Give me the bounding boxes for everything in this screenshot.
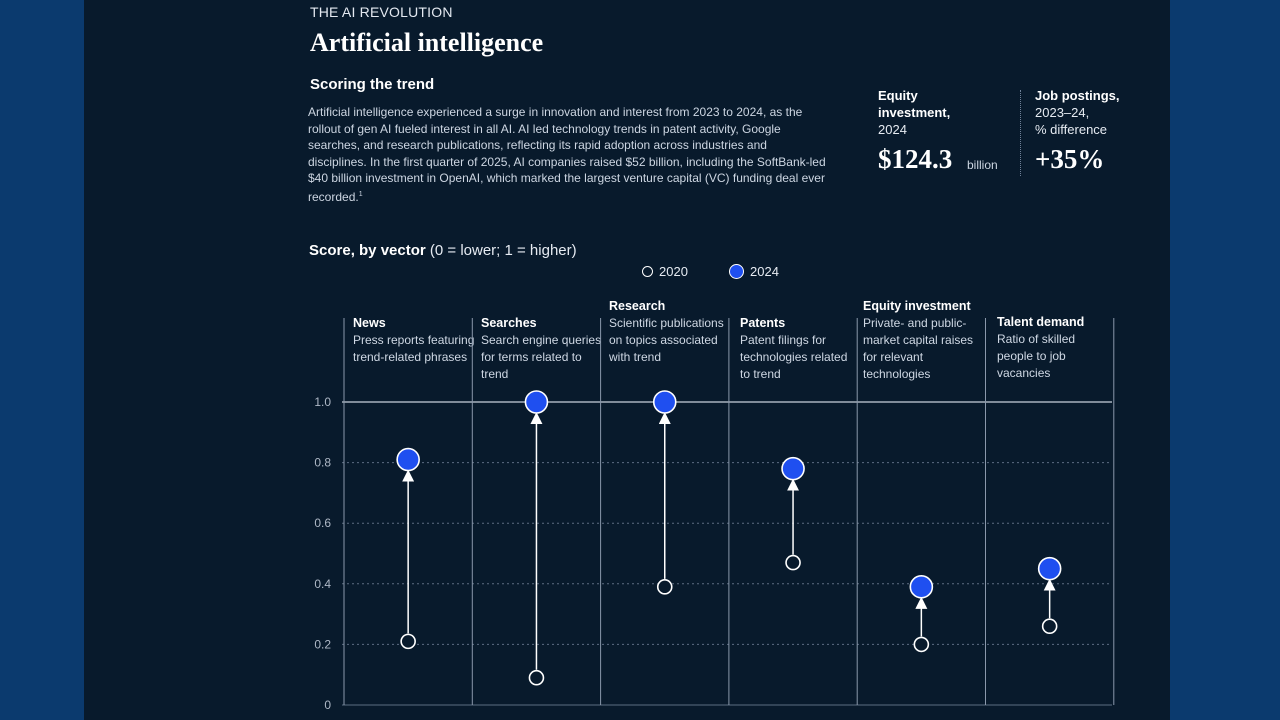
stat-divider (1020, 90, 1021, 176)
section-eyebrow: THE AI REVOLUTION (310, 4, 453, 20)
category-desc: Patent filings for technologies related … (740, 333, 848, 381)
body-paragraph: Artificial intelligence experienced a su… (308, 104, 828, 205)
y-tick-label: 1.0 (314, 395, 331, 409)
equity-stat-value: $124.3 (878, 144, 953, 174)
chart-title-scale: (0 = lower; 1 = higher) (425, 242, 577, 259)
point-2024 (1037, 556, 1062, 581)
category-header-talent: Talent demand Ratio of skilled people to … (997, 314, 1109, 382)
category-name: Equity investment (863, 299, 971, 313)
chart-title: Score, by vector (0 = lower; 1 = higher) (309, 242, 577, 259)
category-header-patents: Patents Patent filings for technologies r… (740, 315, 850, 383)
legend-2020-marker (642, 266, 653, 277)
category-header-equity: Equity investment Private- and public-mar… (863, 298, 981, 383)
category-name: Research (609, 299, 666, 313)
category-desc: Private- and public-market capital raise… (863, 316, 974, 381)
legend-2024: 2024 (729, 264, 779, 279)
category-desc: Scientific publications on topics associ… (609, 316, 724, 364)
category-name: News (353, 316, 386, 330)
equity-stat-label: Equity investment, 2024 (878, 87, 978, 138)
category-name: Searches (481, 316, 537, 330)
legend-2024-marker (729, 264, 744, 279)
legend-2020-label: 2020 (659, 264, 688, 279)
category-header-research: Research Scientific publications on topic… (609, 298, 724, 366)
footnote-marker: 1 (358, 190, 363, 198)
jobs-stat-label-bold: Job postings, (1035, 88, 1120, 103)
equity-stat-label-bold: Equity investment, (878, 88, 951, 120)
point-2024 (524, 390, 549, 414)
point-2024 (781, 456, 805, 481)
category-desc: Ratio of skilled people to job vacancies (997, 332, 1076, 380)
article-panel (84, 0, 1170, 720)
point-2020 (785, 554, 801, 571)
point-2020 (656, 579, 673, 595)
y-tick-label: 0.2 (314, 637, 331, 651)
category-header-searches: Searches Search engine queries for terms … (481, 315, 606, 383)
category-header-news: News Press reports featuring trend-relate… (353, 315, 478, 366)
category-desc: Search engine queries for terms related … (481, 333, 602, 381)
equity-stat-unit: billion (967, 158, 998, 172)
category-name: Patents (740, 316, 786, 330)
body-paragraph-text: Artificial intelligence experienced a su… (308, 105, 826, 204)
jobs-stat-label: Job postings, 2023–24, % difference (1035, 87, 1145, 138)
y-tick-label: 0.4 (314, 577, 331, 591)
point-2020 (913, 636, 930, 653)
legend-2024-label: 2024 (750, 264, 779, 279)
chart-title-bold: Score, by vector (309, 242, 426, 259)
category-name: Talent demand (997, 315, 1085, 329)
section-subtitle: Scoring the trend (310, 76, 435, 93)
jobs-stat-value: +35% (1035, 144, 1105, 174)
category-desc: Press reports featuring trend-related ph… (353, 333, 475, 364)
point-2020 (528, 669, 545, 686)
legend-2020: 2020 (642, 264, 688, 279)
equity-stat-label-year: 2024 (878, 122, 907, 137)
y-tick-label: 0.6 (314, 516, 331, 530)
jobs-stat-label-diff: % difference (1035, 122, 1108, 137)
jobs-stat-label-years: 2023–24, (1035, 105, 1090, 120)
y-tick-label: 0.8 (314, 456, 331, 470)
point-2024 (396, 447, 420, 472)
point-2020 (400, 633, 416, 650)
y-tick-label: 0 (324, 698, 331, 712)
page-title: Artificial intelligence (310, 28, 544, 57)
point-2020 (1041, 618, 1058, 635)
point-2024 (652, 390, 677, 414)
point-2024 (909, 575, 934, 599)
